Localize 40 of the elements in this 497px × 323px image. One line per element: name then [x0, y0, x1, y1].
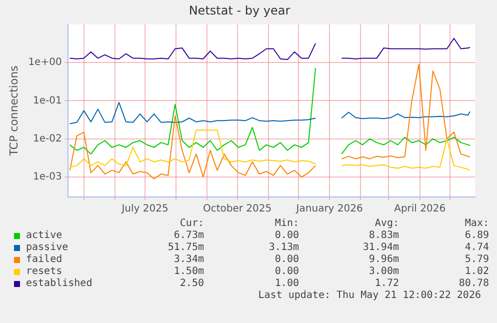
- legend-label: established: [25, 278, 94, 290]
- text: Max:: [464, 218, 489, 230]
- text: 2.50: [178, 278, 204, 290]
- chart-title: Netstat - by year: [188, 3, 290, 18]
- text: Avg:: [374, 218, 399, 230]
- x-tick-label: July 2025: [120, 204, 168, 215]
- text: 0.00: [274, 230, 299, 242]
- text: 0.00: [274, 266, 299, 278]
- text: 0.00: [274, 254, 299, 266]
- text: 51.75m: [166, 242, 204, 254]
- text: 6.89: [464, 230, 489, 242]
- text: Min:: [274, 218, 299, 230]
- x-tick-label: October 2025: [202, 204, 272, 215]
- y-tick-label: 1e-02: [32, 133, 62, 144]
- y-axis-title: TCP connections: [7, 65, 20, 157]
- text: 1.72: [374, 278, 399, 290]
- legend-label: active: [25, 230, 64, 242]
- x-tick-label: January 2026: [295, 204, 363, 215]
- text: 9.96m: [368, 254, 399, 266]
- text: 1.00: [274, 278, 299, 290]
- legend-label: passive: [25, 242, 70, 254]
- text: 3.13m: [268, 242, 299, 254]
- text: 4.74: [464, 242, 489, 254]
- legend-label: resets: [25, 266, 64, 278]
- text: Cur:: [178, 218, 204, 230]
- text: 3.00m: [368, 266, 399, 278]
- y-tick-label: 1e+00: [28, 57, 62, 68]
- y-tick-label: 1e-01: [32, 95, 62, 106]
- y-tick-label: 1e-03: [32, 172, 62, 183]
- legend-label: failed: [25, 254, 64, 266]
- text: 31.94m: [362, 242, 399, 254]
- x-tick-label: April 2026: [394, 204, 446, 215]
- text: 5.79: [464, 254, 489, 266]
- text: 1.02: [464, 266, 489, 278]
- text: 3.34m: [172, 254, 204, 266]
- text: 1.50m: [172, 266, 204, 278]
- text: 6.73m: [172, 230, 204, 242]
- text: 80.78: [458, 278, 489, 290]
- text: Last update: Thu May 21 12:00:22 2026: [257, 290, 482, 302]
- text: 8.83m: [368, 230, 399, 242]
